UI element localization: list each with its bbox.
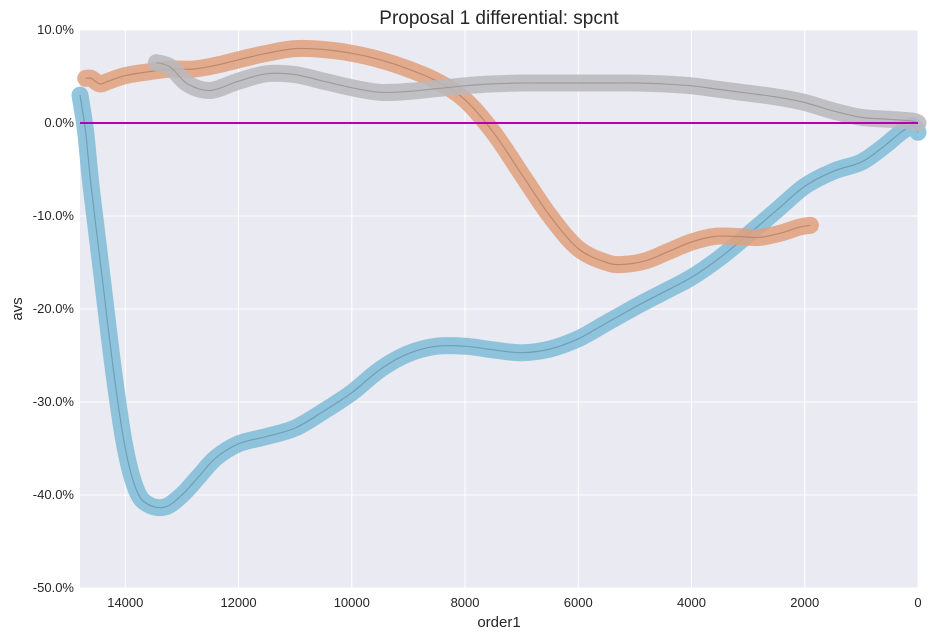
- series-line-2: [156, 62, 919, 124]
- y-tick-label: -20.0%: [33, 301, 75, 316]
- x-tick-labels: 14000 12000 10000 8000 6000 4000 2000 0: [107, 595, 921, 610]
- x-tick-label: 4000: [677, 595, 706, 610]
- x-tick-label: 12000: [220, 595, 256, 610]
- x-tick-label: 2000: [790, 595, 819, 610]
- y-tick-label: 0.0%: [44, 115, 74, 130]
- x-tick-label: 10000: [334, 595, 370, 610]
- y-tick-labels: 10.0% 0.0% -10.0% -20.0% -30.0% -40.0% -50.0%: [33, 22, 75, 595]
- y-tick-label: -30.0%: [33, 394, 75, 409]
- y-tick-label: 10.0%: [37, 22, 74, 37]
- y-tick-label: -40.0%: [33, 487, 75, 502]
- y-axis-label: avs: [9, 297, 26, 320]
- series-group: [71, 39, 927, 517]
- x-tick-label: 0: [914, 595, 921, 610]
- x-tick-label: 6000: [564, 595, 593, 610]
- y-tick-label: -50.0%: [33, 580, 75, 595]
- series-line-0: [79, 95, 919, 509]
- x-tick-label: 14000: [107, 595, 143, 610]
- x-tick-label: 8000: [451, 595, 480, 610]
- chart-title: Proposal 1 differential: spcnt: [379, 8, 619, 29]
- y-tick-label: -10.0%: [33, 208, 75, 223]
- x-axis-label: order1: [477, 614, 520, 631]
